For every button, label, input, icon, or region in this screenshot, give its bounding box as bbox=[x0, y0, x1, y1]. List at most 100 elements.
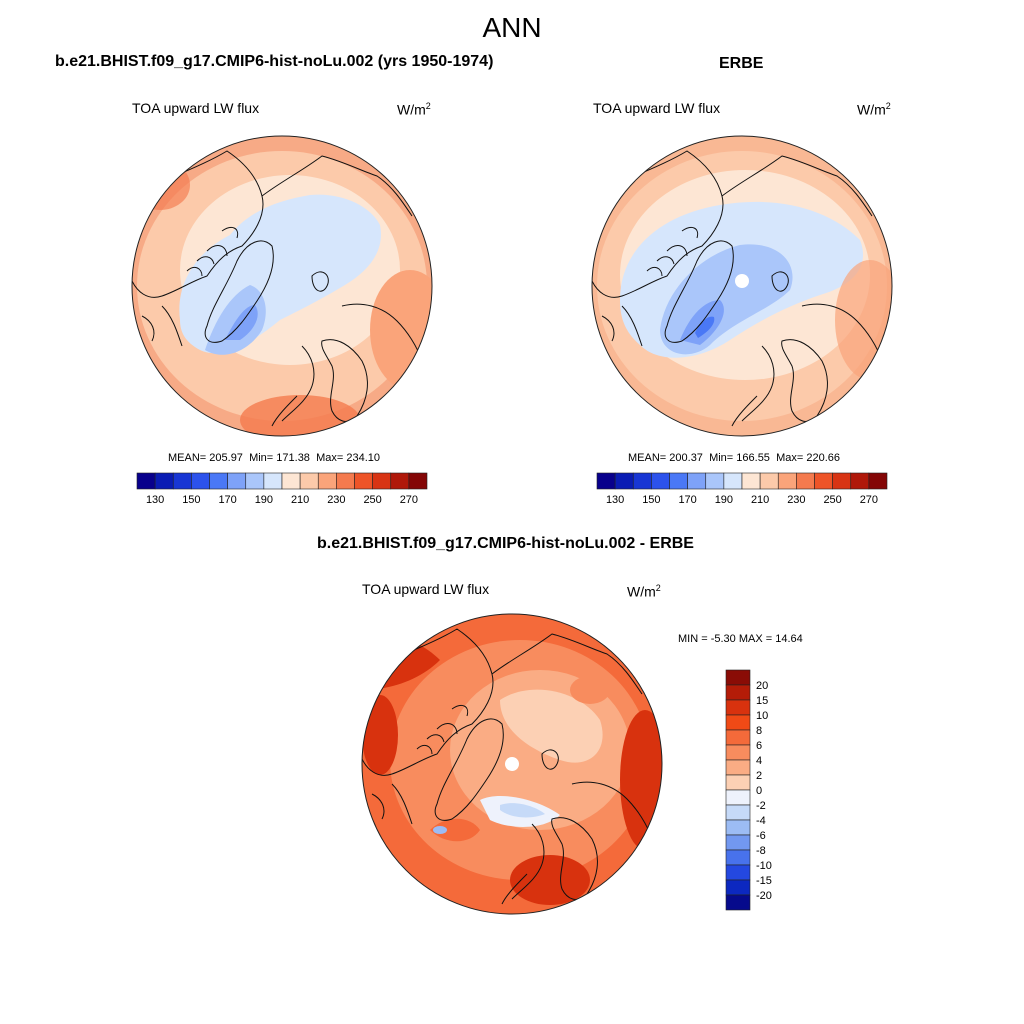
panel2-colorbar-box bbox=[632, 472, 652, 490]
panel3-colorbar-box bbox=[725, 879, 751, 896]
panel1-colorbar-box bbox=[245, 472, 265, 490]
panel2-colorbar-box bbox=[651, 472, 670, 490]
panel2-colorbar-tick-label: 270 bbox=[860, 494, 878, 506]
panel1-units: W/m2 bbox=[397, 101, 431, 118]
panel1-colorbar-box bbox=[281, 472, 301, 490]
panel1-colorbar-box bbox=[263, 472, 283, 490]
panel2-colorbar-box bbox=[759, 472, 779, 490]
panel2-colorbar-tick-label: 130 bbox=[606, 494, 624, 506]
panel2-colorbar-box bbox=[723, 472, 743, 490]
panel3-colorbar-box bbox=[725, 669, 751, 686]
figure-title: ANN bbox=[482, 12, 542, 43]
panel1-colorbar-box bbox=[336, 472, 355, 490]
panel2-colorbar-box bbox=[796, 472, 815, 490]
panel1-colorbar-box bbox=[136, 472, 156, 490]
panel2-map bbox=[592, 136, 892, 436]
panel3-colorbar-box bbox=[725, 894, 751, 911]
panel3-colorbar-box bbox=[725, 774, 751, 791]
panel2-title: ERBE bbox=[719, 55, 764, 72]
panel2-colorbar-tick-label: 150 bbox=[642, 494, 660, 506]
panel3-colorbar-tick-label: -6 bbox=[756, 830, 766, 842]
panel1-title: b.e21.BHIST.f09_g17.CMIP6-hist-noLu.002 … bbox=[55, 53, 494, 70]
panel3-colorbar-box bbox=[725, 819, 751, 836]
panel3-colorbar-box bbox=[725, 864, 751, 881]
panel1-colorbar-tick-label: 190 bbox=[255, 494, 273, 506]
panel1-colorbar-box bbox=[191, 472, 210, 490]
panel1-colorbar-box bbox=[227, 472, 247, 490]
panel2-colorbar-box bbox=[868, 472, 888, 490]
panel3-colorbar-tick-label: 10 bbox=[756, 710, 768, 722]
panel3-colorbar-tick-label: 2 bbox=[756, 770, 762, 782]
panel1-colorbar-tick-label: 150 bbox=[182, 494, 200, 506]
panel2-colorbar-box bbox=[614, 472, 634, 490]
panel3-colorbar-tick-label: 15 bbox=[756, 695, 768, 707]
panel1-stats: MEAN= 205.97 Min= 171.38 Max= 234.10 bbox=[168, 452, 380, 464]
panel3-colorbar-tick-label: -15 bbox=[756, 875, 772, 887]
panel3-colorbar-box bbox=[725, 849, 751, 866]
panel1-colorbar-tick-label: 210 bbox=[291, 494, 309, 506]
panel2-colorbar-box bbox=[669, 472, 688, 490]
panel1-colorbar-box bbox=[317, 472, 337, 490]
panel2-colorbar-tick-label: 250 bbox=[823, 494, 841, 506]
panel2-units: W/m2 bbox=[857, 101, 891, 118]
panel1-colorbar-box bbox=[299, 472, 319, 490]
panel3-colorbar-tick-label: 6 bbox=[756, 740, 762, 752]
panel2-variable-label: TOA upward LW flux bbox=[593, 100, 721, 116]
panel3-map bbox=[362, 614, 662, 914]
panel3-colorbar-tick-label: -10 bbox=[756, 860, 772, 872]
panel2-colorbar-tick-label: 230 bbox=[787, 494, 805, 506]
panel3-colorbar-tick-label: 0 bbox=[756, 785, 762, 797]
panel3-colorbar-box bbox=[725, 804, 751, 821]
panel2-colorbar-tick-label: 190 bbox=[715, 494, 733, 506]
panel3-stats: MIN = -5.30 MAX = 14.64 bbox=[678, 633, 803, 645]
panel1-colorbar-box bbox=[408, 472, 428, 490]
panel1-colorbar-tick-label: 270 bbox=[400, 494, 418, 506]
panel1-variable-label: TOA upward LW flux bbox=[132, 100, 260, 116]
panel2-colorbar-box bbox=[850, 472, 870, 490]
panel3-colorbar-tick-label: -20 bbox=[756, 890, 772, 902]
panel3-colorbar-box bbox=[725, 789, 751, 806]
panel2-colorbar-box bbox=[777, 472, 797, 490]
panel1-colorbar-tick-label: 170 bbox=[218, 494, 236, 506]
panel2-colorbar-box bbox=[705, 472, 725, 490]
panel1-colorbar-tick-label: 130 bbox=[146, 494, 164, 506]
panel1-colorbar-box bbox=[154, 472, 174, 490]
panel1-colorbar-box bbox=[354, 472, 373, 490]
panel1-colorbar-tick-label: 250 bbox=[363, 494, 381, 506]
panel3-colorbar-box bbox=[725, 744, 751, 761]
panel1-colorbar-box bbox=[390, 472, 410, 490]
panel3-colorbar-tick-label: -4 bbox=[756, 815, 766, 827]
panel2-colorbar-box bbox=[687, 472, 707, 490]
panel1-colorbar-box bbox=[172, 472, 192, 490]
panel1-map-border bbox=[131, 135, 433, 437]
panel2-colorbar-box bbox=[832, 472, 852, 490]
panel3-colorbar-tick-label: 8 bbox=[756, 725, 762, 737]
panel3-colorbar-tick-label: 4 bbox=[756, 755, 762, 767]
panel3-variable-label: TOA upward LW flux bbox=[362, 581, 490, 597]
panel2-colorbar-tick-label: 210 bbox=[751, 494, 769, 506]
panel1-colorbar-tick-label: 230 bbox=[327, 494, 345, 506]
panel3-pole-hole bbox=[505, 757, 519, 771]
panel3-colorbar-box bbox=[725, 834, 751, 851]
panel3-map-border bbox=[361, 613, 663, 915]
panel1-colorbar-box bbox=[372, 472, 392, 490]
panel3-colorbar-box bbox=[725, 759, 751, 776]
panel3-title: b.e21.BHIST.f09_g17.CMIP6-hist-noLu.002 … bbox=[317, 535, 694, 552]
panel2-colorbar: 130 150 170 190 210 230 250 270 bbox=[596, 472, 888, 506]
panel2-pole-hole bbox=[735, 274, 749, 288]
panel2-colorbar-box bbox=[814, 472, 833, 490]
panel3-colorbar-tick-label: -8 bbox=[756, 845, 766, 857]
panel3-colorbar-box bbox=[725, 684, 751, 701]
panel3-colorbar-tick-label: -2 bbox=[756, 800, 766, 812]
panel3-colorbar-box bbox=[725, 699, 751, 716]
panel3-units: W/m2 bbox=[627, 583, 661, 600]
panel2-stats: MEAN= 200.37 Min= 166.55 Max= 220.66 bbox=[628, 452, 840, 464]
panel3-colorbar-box bbox=[725, 729, 751, 746]
panel1-map bbox=[132, 136, 432, 436]
panel2-colorbar-box bbox=[596, 472, 616, 490]
panel1-colorbar: 130 150 170 190 210 230 250 270 bbox=[136, 472, 428, 506]
panel3-colorbar-tick-label: 20 bbox=[756, 680, 768, 692]
panel2-map-border bbox=[591, 135, 893, 437]
panel3-colorbar-box bbox=[725, 714, 751, 731]
